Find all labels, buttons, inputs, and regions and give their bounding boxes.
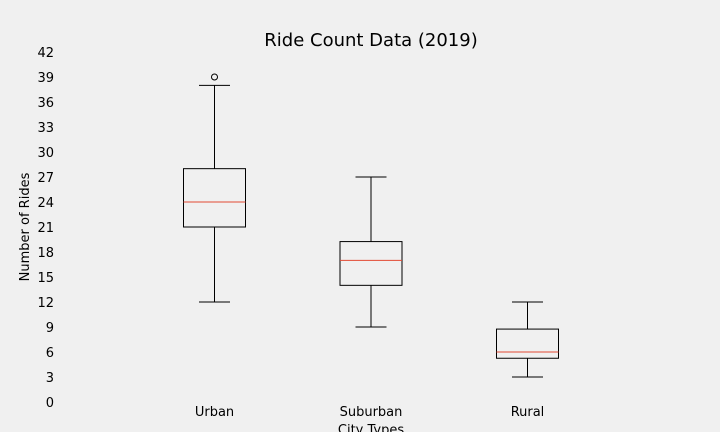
box-suburban bbox=[339, 176, 403, 328]
boxes bbox=[183, 73, 559, 378]
y-tick-label: 21 bbox=[37, 221, 54, 236]
y-tick-label: 9 bbox=[46, 321, 54, 336]
y-tick-label: 15 bbox=[37, 271, 54, 286]
x-tick-label: Suburban bbox=[340, 405, 403, 420]
y-axis-label: Number of Rides bbox=[18, 172, 33, 281]
y-tick-label: 0 bbox=[46, 396, 54, 411]
iqr-box bbox=[496, 328, 559, 359]
y-tick-label: 39 bbox=[37, 71, 54, 86]
y-tick-label: 12 bbox=[37, 296, 54, 311]
y-tick-label: 6 bbox=[46, 346, 54, 361]
x-tick-label: Rural bbox=[511, 405, 545, 420]
box-urban bbox=[183, 73, 246, 303]
y-tick-label: 3 bbox=[46, 371, 54, 386]
outlier-point bbox=[211, 73, 218, 81]
y-tick-label: 42 bbox=[37, 46, 54, 61]
iqr-box bbox=[339, 241, 403, 286]
iqr-box bbox=[183, 168, 246, 228]
x-axis-label: City Types bbox=[338, 423, 404, 432]
y-tick-label: 36 bbox=[37, 96, 54, 111]
box-rural bbox=[496, 301, 559, 378]
y-tick-label: 18 bbox=[37, 246, 54, 261]
y-tick-label: 30 bbox=[37, 146, 54, 161]
x-tick-label: Urban bbox=[195, 405, 234, 420]
y-tick-label: 27 bbox=[37, 171, 54, 186]
chart-title: Ride Count Data (2019) bbox=[264, 30, 477, 51]
y-tick-label: 33 bbox=[37, 121, 54, 136]
x-axis-ticks: Urban Suburban Rural bbox=[195, 405, 544, 420]
y-tick-label: 24 bbox=[37, 196, 54, 211]
